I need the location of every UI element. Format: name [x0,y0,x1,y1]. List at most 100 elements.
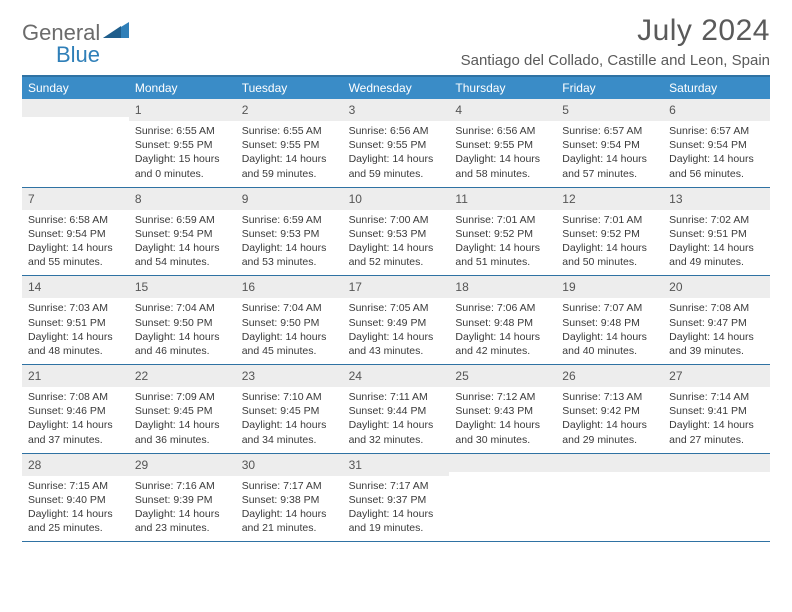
dow-thursday: Thursday [449,77,556,99]
daylight-line: Daylight: 14 hours and 37 minutes. [28,418,123,446]
cell-body: Sunrise: 6:56 AMSunset: 9:55 PMDaylight:… [343,121,450,187]
sunrise-line: Sunrise: 7:13 AM [562,390,657,404]
cell-body: Sunrise: 6:59 AMSunset: 9:54 PMDaylight:… [129,210,236,276]
sunset-line: Sunset: 9:53 PM [242,227,337,241]
sunrise-line: Sunrise: 6:57 AM [669,124,764,138]
cell-body: Sunrise: 7:15 AMSunset: 9:40 PMDaylight:… [22,476,129,542]
calendar-week: 21Sunrise: 7:08 AMSunset: 9:46 PMDayligh… [22,365,770,454]
day-number-row: 23 [236,365,343,387]
weeks-container: 1Sunrise: 6:55 AMSunset: 9:55 PMDaylight… [22,99,770,542]
day-number-row: 25 [449,365,556,387]
cell-body: Sunrise: 7:12 AMSunset: 9:43 PMDaylight:… [449,387,556,453]
cell-body: Sunrise: 7:02 AMSunset: 9:51 PMDaylight:… [663,210,770,276]
day-number-row [556,454,663,472]
sunrise-line: Sunrise: 7:16 AM [135,479,230,493]
day-number-row: 12 [556,188,663,210]
calendar-cell: 26Sunrise: 7:13 AMSunset: 9:42 PMDayligh… [556,365,663,453]
daylight-line: Daylight: 14 hours and 21 minutes. [242,507,337,535]
sunset-line: Sunset: 9:46 PM [28,404,123,418]
daylight-line: Daylight: 14 hours and 25 minutes. [28,507,123,535]
calendar-cell: 11Sunrise: 7:01 AMSunset: 9:52 PMDayligh… [449,188,556,276]
sunrise-line: Sunrise: 7:12 AM [455,390,550,404]
day-number: 13 [669,192,682,206]
calendar: Sunday Monday Tuesday Wednesday Thursday… [22,75,770,542]
day-number-row: 13 [663,188,770,210]
sunset-line: Sunset: 9:45 PM [135,404,230,418]
day-number: 3 [349,103,356,117]
day-number: 4 [455,103,462,117]
sunset-line: Sunset: 9:47 PM [669,316,764,330]
day-number: 19 [562,280,575,294]
day-number: 28 [28,458,41,472]
day-number: 8 [135,192,142,206]
sunset-line: Sunset: 9:45 PM [242,404,337,418]
day-number-row [449,454,556,472]
daylight-line: Daylight: 14 hours and 55 minutes. [28,241,123,269]
sunrise-line: Sunrise: 7:05 AM [349,301,444,315]
day-number: 12 [562,192,575,206]
day-number: 6 [669,103,676,117]
daylight-line: Daylight: 14 hours and 43 minutes. [349,330,444,358]
sunset-line: Sunset: 9:55 PM [242,138,337,152]
sunset-line: Sunset: 9:48 PM [455,316,550,330]
day-number-row: 21 [22,365,129,387]
daylight-line: Daylight: 14 hours and 57 minutes. [562,152,657,180]
sunset-line: Sunset: 9:53 PM [349,227,444,241]
daylight-line: Daylight: 14 hours and 52 minutes. [349,241,444,269]
sunset-line: Sunset: 9:54 PM [669,138,764,152]
logo-triangle-icon [103,20,131,45]
day-number: 16 [242,280,255,294]
calendar-cell: 14Sunrise: 7:03 AMSunset: 9:51 PMDayligh… [22,276,129,364]
sunrise-line: Sunrise: 7:03 AM [28,301,123,315]
cell-body: Sunrise: 7:04 AMSunset: 9:50 PMDaylight:… [129,298,236,364]
day-number: 23 [242,369,255,383]
daylight-line: Daylight: 14 hours and 29 minutes. [562,418,657,446]
day-number-row: 17 [343,276,450,298]
cell-body: Sunrise: 7:01 AMSunset: 9:52 PMDaylight:… [449,210,556,276]
cell-body: Sunrise: 7:16 AMSunset: 9:39 PMDaylight:… [129,476,236,542]
daylight-line: Daylight: 14 hours and 50 minutes. [562,241,657,269]
sunrise-line: Sunrise: 6:59 AM [135,213,230,227]
day-number: 20 [669,280,682,294]
daylight-line: Daylight: 14 hours and 58 minutes. [455,152,550,180]
calendar-cell: 21Sunrise: 7:08 AMSunset: 9:46 PMDayligh… [22,365,129,453]
dow-tuesday: Tuesday [236,77,343,99]
daylight-line: Daylight: 14 hours and 30 minutes. [455,418,550,446]
sunrise-line: Sunrise: 6:55 AM [135,124,230,138]
day-number-row: 4 [449,99,556,121]
calendar-cell: 20Sunrise: 7:08 AMSunset: 9:47 PMDayligh… [663,276,770,364]
cell-body: Sunrise: 6:58 AMSunset: 9:54 PMDaylight:… [22,210,129,276]
sunset-line: Sunset: 9:44 PM [349,404,444,418]
calendar-cell: 30Sunrise: 7:17 AMSunset: 9:38 PMDayligh… [236,454,343,542]
sunset-line: Sunset: 9:55 PM [349,138,444,152]
day-number-row: 14 [22,276,129,298]
cell-body: Sunrise: 7:09 AMSunset: 9:45 PMDaylight:… [129,387,236,453]
sunrise-line: Sunrise: 7:01 AM [455,213,550,227]
daylight-line: Daylight: 14 hours and 46 minutes. [135,330,230,358]
daylight-line: Daylight: 14 hours and 45 minutes. [242,330,337,358]
day-number-row: 31 [343,454,450,476]
dow-saturday: Saturday [663,77,770,99]
sunrise-line: Sunrise: 7:01 AM [562,213,657,227]
sunrise-line: Sunrise: 6:56 AM [349,124,444,138]
cell-body: Sunrise: 7:04 AMSunset: 9:50 PMDaylight:… [236,298,343,364]
day-number: 22 [135,369,148,383]
cell-body: Sunrise: 7:13 AMSunset: 9:42 PMDaylight:… [556,387,663,453]
sunrise-line: Sunrise: 7:02 AM [669,213,764,227]
calendar-cell [22,99,129,187]
daylight-line: Daylight: 14 hours and 53 minutes. [242,241,337,269]
cell-body: Sunrise: 6:57 AMSunset: 9:54 PMDaylight:… [663,121,770,187]
calendar-cell [556,454,663,542]
day-number: 2 [242,103,249,117]
sunset-line: Sunset: 9:40 PM [28,493,123,507]
sunset-line: Sunset: 9:38 PM [242,493,337,507]
cell-body: Sunrise: 7:17 AMSunset: 9:38 PMDaylight:… [236,476,343,542]
daylight-line: Daylight: 14 hours and 40 minutes. [562,330,657,358]
cell-body: Sunrise: 7:14 AMSunset: 9:41 PMDaylight:… [663,387,770,453]
cell-body: Sunrise: 7:00 AMSunset: 9:53 PMDaylight:… [343,210,450,276]
calendar-week: 7Sunrise: 6:58 AMSunset: 9:54 PMDaylight… [22,188,770,277]
sunset-line: Sunset: 9:50 PM [135,316,230,330]
day-number-row: 19 [556,276,663,298]
daylight-line: Daylight: 14 hours and 59 minutes. [349,152,444,180]
day-number-row: 20 [663,276,770,298]
